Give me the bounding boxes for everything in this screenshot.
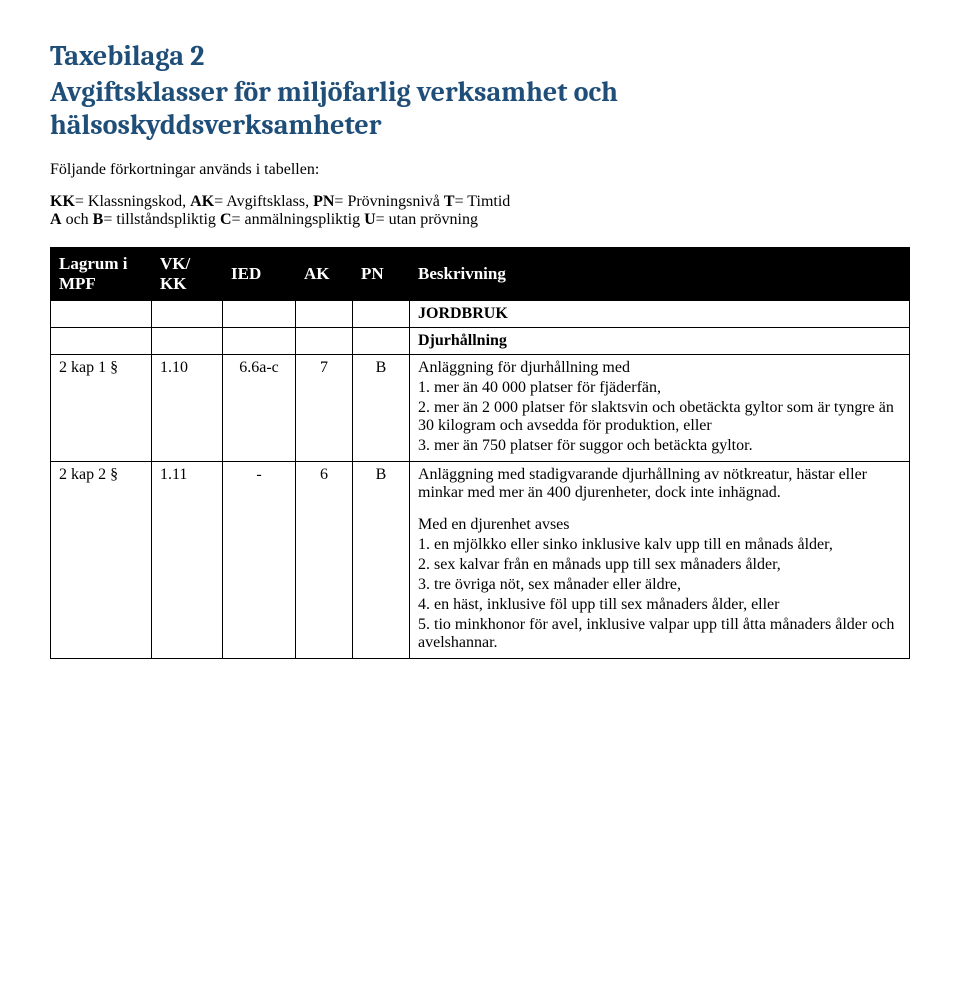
title-line1: Taxebilaga 2 [50, 40, 910, 74]
cell-lagrum: 2 kap 1 § [51, 354, 152, 461]
cell-pn: B [353, 354, 410, 461]
cell-vk: 1.10 [152, 354, 223, 461]
cell-description: Anläggning för djurhållning med1. mer än… [410, 354, 910, 461]
abbrev-key: PN [313, 193, 334, 210]
section-heading: JORDBRUK [410, 300, 910, 327]
col-header-lagrum: Lagrum i MPF [51, 247, 152, 300]
abbrev-line: KK= Klassningskod, AK= Avgiftsklass, PN=… [50, 193, 910, 229]
abbrev-key: B [93, 211, 104, 228]
abbrev-key: AK [190, 193, 214, 210]
fee-table: Lagrum i MPF VK/ KK IED AK PN Beskrivnin… [50, 247, 910, 659]
intro-text: Följande förkortningar används i tabelle… [50, 161, 910, 179]
col-header-ak: AK [296, 247, 353, 300]
col-header-besk: Beskrivning [410, 247, 910, 300]
cell-description: Anläggning med stadigvarande djurhållnin… [410, 461, 910, 658]
cell-vk: 1.11 [152, 461, 223, 658]
section-subheading: Djurhållning [410, 327, 910, 354]
abbrev-key: U [364, 211, 376, 228]
abbrev-key: T [444, 193, 455, 210]
col-header-ied: IED [223, 247, 296, 300]
col-header-vk: VK/ KK [152, 247, 223, 300]
cell-ak: 6 [296, 461, 353, 658]
cell-ak: 7 [296, 354, 353, 461]
cell-lagrum: 2 kap 2 § [51, 461, 152, 658]
table-row: 2 kap 1 §1.106.6a-c7BAnläggning för djur… [51, 354, 910, 461]
table-row: 2 kap 2 §1.11-6BAnläggning med stadigvar… [51, 461, 910, 658]
abbrev-key: A [50, 211, 62, 228]
cell-ied: 6.6a-c [223, 354, 296, 461]
abbrev-key: KK [50, 193, 75, 210]
abbrev-key: C [220, 211, 232, 228]
cell-pn: B [353, 461, 410, 658]
title-line2: Avgiftsklasser för miljöfarlig verksamhe… [50, 76, 910, 143]
col-header-pn: PN [353, 247, 410, 300]
cell-ied: - [223, 461, 296, 658]
